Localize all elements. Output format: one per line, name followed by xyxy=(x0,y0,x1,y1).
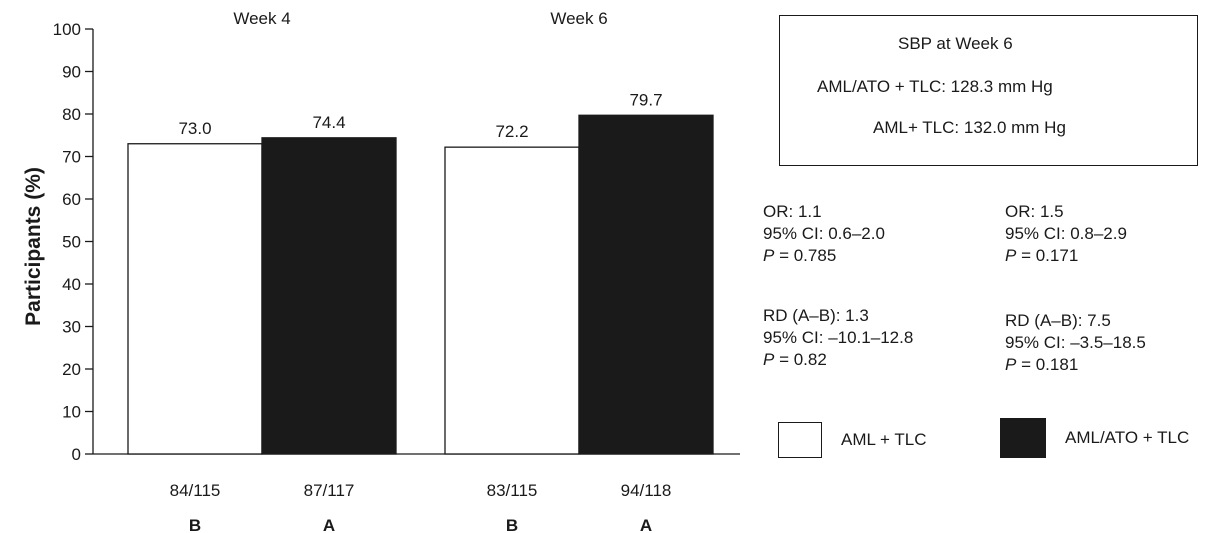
bar-group-letter: A xyxy=(323,516,335,533)
week6-rd: RD (A–B): 7.5 xyxy=(1005,311,1111,330)
week4-rd-stats: RD (A–B): 1.3 95% CI: –10.1–12.8 P = 0.8… xyxy=(763,305,913,371)
bar-aml-tlc-week4 xyxy=(127,143,263,455)
y-tick-label: 20 xyxy=(62,360,81,379)
sbp-box-line-aml-ato: AML/ATO + TLC: 128.3 mm Hg xyxy=(817,77,1053,96)
week6-rd-p: P = 0.181 xyxy=(1005,355,1079,374)
legend-swatch-aml-ato-tlc xyxy=(1000,418,1046,458)
legend-item-aml-tlc: AML + TLC xyxy=(778,422,927,458)
sbp-annotation-box: SBP at Week 6 AML/ATO + TLC: 128.3 mm Hg… xyxy=(779,15,1198,166)
bar-value-label: 72.2 xyxy=(495,122,528,141)
bar-aml-ato-tlc-week6 xyxy=(578,114,714,455)
week4-or: OR: 1.1 xyxy=(763,202,822,221)
y-tick-label: 30 xyxy=(62,318,81,337)
week6-or-ci: 95% CI: 0.8–2.9 xyxy=(1005,224,1127,243)
bar-count-label: 94/118 xyxy=(621,481,672,500)
y-tick-label: 80 xyxy=(62,105,81,124)
week4-or-stats: OR: 1.1 95% CI: 0.6–2.0 P = 0.785 xyxy=(763,201,885,267)
bar-count-label: 84/115 xyxy=(170,481,221,500)
week6-or-p: P = 0.171 xyxy=(1005,246,1079,265)
bar-value-label: 73.0 xyxy=(178,119,211,138)
y-tick-label: 60 xyxy=(62,190,81,209)
sbp-box-title: SBP at Week 6 xyxy=(898,34,1013,53)
week6-or-stats: OR: 1.5 95% CI: 0.8–2.9 P = 0.171 xyxy=(1005,201,1127,267)
bar-count-label: 83/115 xyxy=(487,481,538,500)
bar-count-label: 87/117 xyxy=(304,481,355,500)
y-tick-label: 10 xyxy=(62,403,81,422)
week6-rd-ci: 95% CI: –3.5–18.5 xyxy=(1005,333,1146,352)
bar-aml-tlc-week6 xyxy=(444,146,580,455)
legend-swatch-aml-tlc xyxy=(778,422,822,458)
week6-rd-stats: RD (A–B): 7.5 95% CI: –3.5–18.5 P = 0.18… xyxy=(1005,310,1146,376)
bar-group-letter: B xyxy=(506,516,518,533)
y-axis-title: Participants (%) xyxy=(22,167,45,326)
group-label-week-6: Week 6 xyxy=(550,9,607,28)
y-tick-label: 0 xyxy=(72,445,81,464)
week6-or: OR: 1.5 xyxy=(1005,202,1064,221)
bar-aml-ato-tlc-week4 xyxy=(261,137,397,455)
week4-rd: RD (A–B): 1.3 xyxy=(763,306,869,325)
week4-rd-p: P = 0.82 xyxy=(763,350,827,369)
legend-label-aml-ato-tlc: AML/ATO + TLC xyxy=(1065,428,1190,447)
week4-or-p: P = 0.785 xyxy=(763,246,837,265)
legend-label-aml-tlc: AML + TLC xyxy=(841,430,927,449)
week4-or-ci: 95% CI: 0.6–2.0 xyxy=(763,224,885,243)
bar-group-letter: A xyxy=(640,516,652,533)
group-label-week-4: Week 4 xyxy=(233,9,290,28)
legend-item-aml-ato-tlc: AML/ATO + TLC xyxy=(1000,418,1189,458)
week4-rd-ci: 95% CI: –10.1–12.8 xyxy=(763,328,914,347)
y-tick-label: 90 xyxy=(62,63,81,82)
y-tick-label: 40 xyxy=(62,275,81,294)
sbp-box-line-aml: AML+ TLC: 132.0 mm Hg xyxy=(873,118,1066,137)
y-tick-label: 70 xyxy=(62,148,81,167)
bar-value-label: 74.4 xyxy=(312,113,345,132)
y-tick-label: 50 xyxy=(62,233,81,252)
bar-group-letter: B xyxy=(189,516,201,533)
bar-value-label: 79.7 xyxy=(629,90,662,109)
y-tick-label: 100 xyxy=(53,20,81,39)
